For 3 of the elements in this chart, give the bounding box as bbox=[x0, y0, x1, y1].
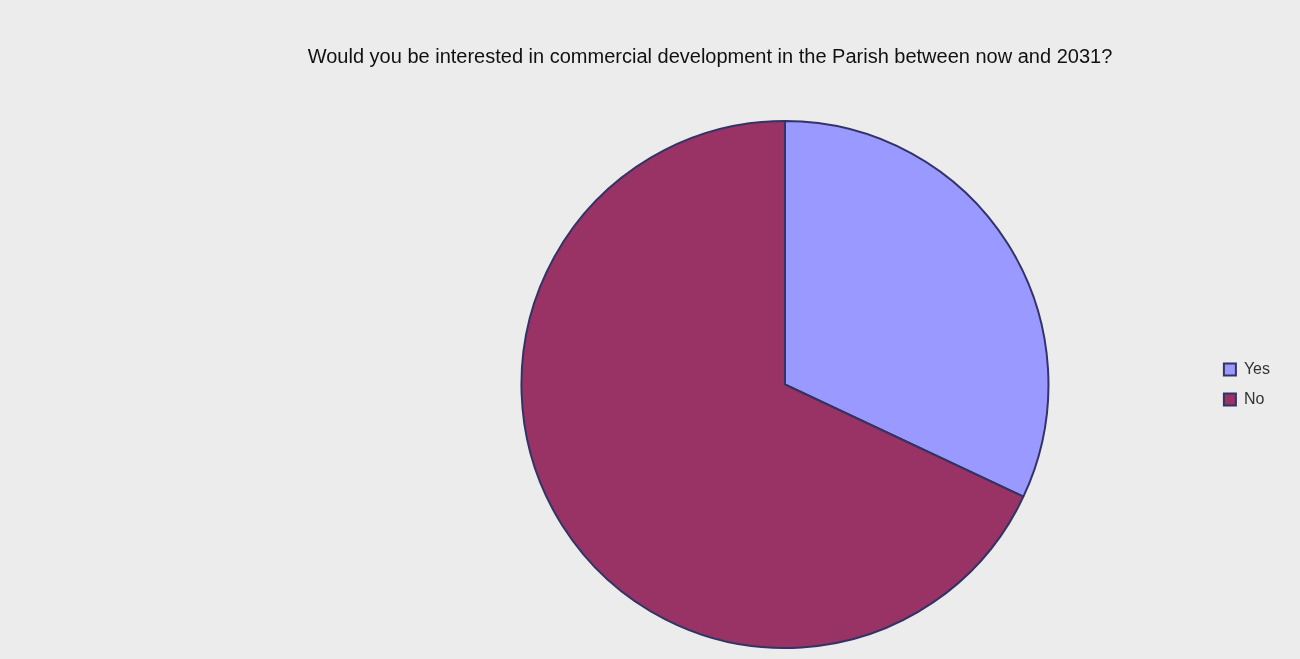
legend-label: No bbox=[1243, 389, 1265, 407]
chart-title: Would you be interested in commercial development in the Parish between now and 2031? bbox=[306, 44, 1114, 68]
legend-label: Yes bbox=[1243, 359, 1271, 377]
